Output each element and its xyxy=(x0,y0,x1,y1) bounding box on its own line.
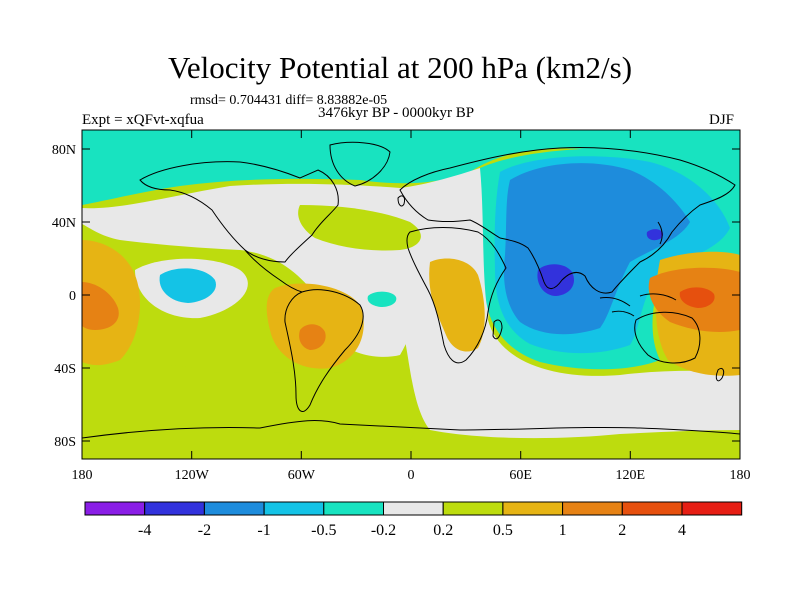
colorbar-swatch xyxy=(383,501,444,516)
contour-green-atlantic xyxy=(298,205,421,251)
lon-label: 180 xyxy=(72,468,93,483)
stats-text: rmsd= 0.704431 diff= 8.83882e-05 xyxy=(190,93,388,108)
coastline-central-america xyxy=(244,249,303,293)
axis-ticks xyxy=(82,130,740,459)
lat-label: 40N xyxy=(52,216,76,231)
colorbar-label: 0.2 xyxy=(433,522,453,539)
period-label: 3476kyr BP - 0000kyr BP xyxy=(318,105,475,121)
colorbar-swatch xyxy=(203,501,265,516)
colorbar-swatch xyxy=(621,501,683,516)
contour-cyan-pacific xyxy=(159,268,216,303)
colorbar-label: 4 xyxy=(678,522,686,539)
coastline-japan xyxy=(657,221,663,245)
colorbar-label: 1 xyxy=(559,522,567,539)
map-title: Velocity Potential at 200 hPa (km2/s) xyxy=(167,50,633,85)
coastline-australia xyxy=(634,311,701,364)
coastline-greenland xyxy=(329,141,391,187)
lat-label: 80N xyxy=(52,143,76,158)
lat-label: 80S xyxy=(54,435,76,450)
lon-label: 60E xyxy=(509,468,532,483)
contour-field xyxy=(82,130,740,459)
contour-darkorange-west xyxy=(82,282,119,330)
colorbar-label: 2 xyxy=(618,522,626,539)
colorbar-swatch xyxy=(144,501,205,516)
contour-green-south xyxy=(82,360,418,444)
contour-teal-atlantic xyxy=(367,291,397,307)
colorbar-label: -2 xyxy=(198,522,211,539)
colorbar-swatch xyxy=(84,501,146,516)
colorbar-labels: -4 -2 -1 -0.5 -0.2 0.2 0.5 1 2 4 xyxy=(138,522,686,539)
contour-arctic xyxy=(82,130,740,205)
lon-label: 180 xyxy=(730,468,751,483)
colorbar-swatch xyxy=(502,501,564,516)
lon-label: 120W xyxy=(175,468,210,483)
season-label: DJF xyxy=(709,112,735,128)
lat-labels: 80N 40N 0 40S 80S xyxy=(52,143,76,450)
coastline-maritime xyxy=(599,293,677,317)
lon-label: 60W xyxy=(288,468,316,483)
lon-labels: 180 120W 60W 0 60E 120E 180 xyxy=(72,468,751,483)
coastline-newzealand xyxy=(715,367,725,382)
colorbar-swatch xyxy=(442,501,504,516)
lat-label: 0 xyxy=(69,289,76,304)
colorbar xyxy=(84,501,743,516)
lon-label: 0 xyxy=(408,468,415,483)
coastline-europe-asia xyxy=(399,147,736,294)
colorbar-swatch xyxy=(681,501,743,516)
contour-darkorange-samerica xyxy=(299,324,326,350)
colorbar-swatch xyxy=(562,501,623,516)
colorbar-label: -4 xyxy=(138,522,151,539)
coastline-madagascar xyxy=(492,319,503,340)
contour-darkblue-japan xyxy=(646,229,664,241)
contour-orange-africa xyxy=(429,258,485,352)
contour-red-wpacific xyxy=(679,287,715,308)
contour-darkblue-india xyxy=(537,264,575,296)
coastlines xyxy=(82,141,740,439)
colorbar-swatch xyxy=(323,501,384,516)
coastline-uk xyxy=(397,195,405,207)
coastline-south-america xyxy=(284,289,364,413)
coastline-antarctica xyxy=(82,420,740,439)
lat-label: 40S xyxy=(54,362,76,377)
coastline-north-america xyxy=(139,161,339,263)
colorbar-label: -1 xyxy=(257,522,270,539)
coastline-africa xyxy=(406,227,507,364)
experiment-label: Expt = xQFvt-xqfua xyxy=(82,112,204,128)
lon-label: 120E xyxy=(616,468,646,483)
colorbar-label: 0.5 xyxy=(493,522,513,539)
colorbar-label: -0.5 xyxy=(311,522,336,539)
colorbar-label: -0.2 xyxy=(371,522,396,539)
colorbar-swatch xyxy=(263,501,325,516)
